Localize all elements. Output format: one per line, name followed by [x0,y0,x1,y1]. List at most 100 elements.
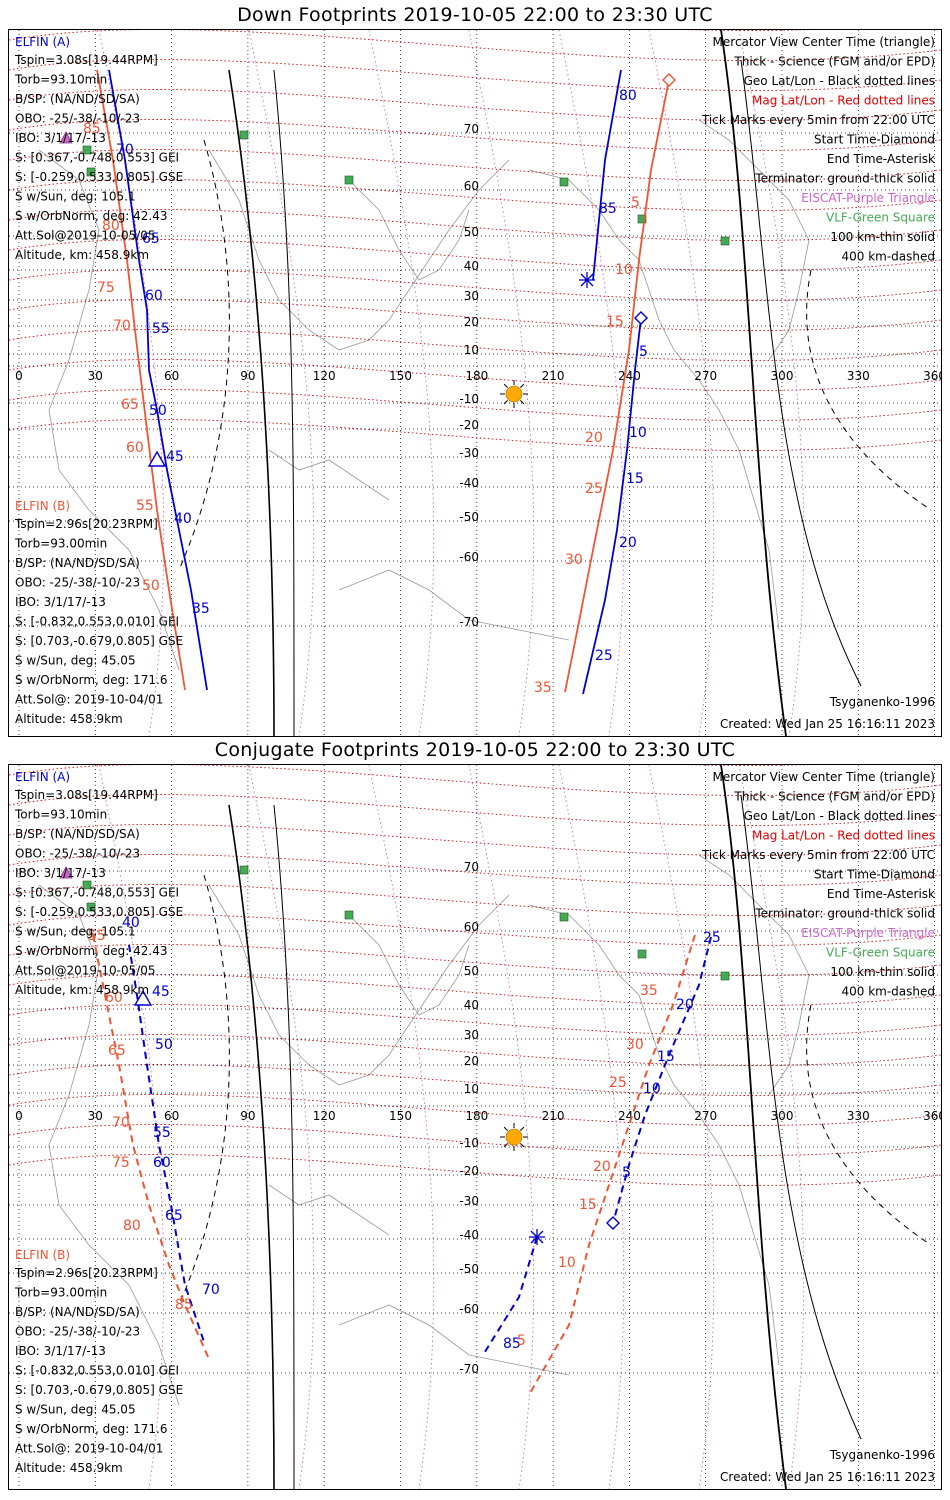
track-a-tick-label: 20 [676,997,694,1013]
lat-tick-label: 10 [464,343,479,357]
lon-tick-label: 90 [240,369,255,383]
elfin-a-info-line: B/SP: (NA/ND/SD/SA) [15,92,140,106]
coastline [38,149,180,671]
markers [59,866,620,1245]
legend-line: Mag Lat/Lon - Red dotted lines [752,94,935,108]
track-a-tick-label: 60 [145,288,163,304]
mag-lat-line [9,329,941,361]
legend-line: EISCAT-Purple Triangle [801,191,935,205]
elfin-b-info-line: IBO: 3/1/17/-13 [15,1344,106,1358]
four-hundred-km-left [178,874,230,1306]
hundred-km-right [740,59,862,687]
markers [59,73,676,467]
asterisk-stroke [580,273,594,287]
mag-lat-line [9,389,941,421]
mag-lat-line [9,1004,941,1036]
track-a-tick-label: 55 [152,321,170,337]
track-b-tick-label: 60 [126,440,144,456]
sun-ray [520,383,525,388]
mag-lat-line [9,914,941,946]
lon-tick-label: 270 [694,1109,717,1123]
elfin-a-info-line: S w/Sun, deg: 105.1 [15,925,136,939]
map-svg: 0 30 60 90 120 150 180 210 240 270 300 330 360 70 60 50… [9,765,941,1489]
lon-tick-label: 180 [465,1109,488,1123]
mag-lat-line [9,149,941,181]
track-a-tick-label: 70 [202,1282,220,1298]
lat-tick-label: -50 [459,1262,479,1276]
track-b-tick-label: 85 [83,121,101,137]
elfin-b-info-line: OBO: -25/-38/-10/-23 [15,1325,140,1339]
info-elfin-a: ELFIN (A) Tspin=3.08s[19.44RPM] Torb=93.10… [14,35,183,262]
terminator-curves [178,765,932,1489]
track-a-tick-label: 40 [174,511,192,527]
start-diamond-b [662,73,676,87]
lat-tick-label: -40 [459,476,479,490]
track-b-tick-label: 75 [112,1155,130,1171]
elfin-a-info-line: OBO: -25/-38/-10/-23 [15,112,140,126]
model-label: Tsyganenko-1996 [829,1448,935,1462]
lon-tick-label: 120 [313,1109,336,1123]
track-a-tick-label: 60 [153,1155,171,1171]
elfin-a-info-line: S: [-0.259,0.533,0.805] GSE [15,170,183,184]
elfin-a-info-line: Torb=93.10min [14,73,107,87]
elfin-a-info-line: Tspin=3.08s[19.44RPM] [14,53,158,67]
track-a-tick-label: 15 [657,1049,675,1065]
legend: Mercator View Center Time (triangle) Thic… [701,770,935,999]
end-asterisk-a [579,272,595,288]
track-a-tick-label: 5 [622,1165,631,1181]
created-label: Created: Wed Jan 25 16:16:11 2023 [720,717,935,731]
elfin-a-info-line: Altitude, km: 458.9km [15,983,149,997]
track-a-tick-label: 65 [165,1208,183,1224]
track-labels: 7065605550454035808551015202585807570656… [9,30,648,696]
sun-disc [505,385,523,403]
mag-meridians [98,30,805,736]
coastline [348,914,470,1016]
lon-tick-label: 180 [465,369,488,383]
track-a-tick-label: 55 [153,1125,171,1141]
legend-line: End Time-Asterisk [827,887,935,901]
mag-lon-line [98,765,165,1489]
lat-tick-label: -30 [459,1194,479,1208]
start-diamond-a [634,311,648,325]
track-elfin-b-west [92,934,210,1360]
elfin-b-info-line: S w/Sun, deg: 45.05 [15,1403,136,1417]
vlf-square [559,177,569,187]
track-b-tick-label: 30 [626,1037,644,1053]
tracks [96,69,670,695]
mag-lat-line [9,884,941,916]
vlf-square [637,949,647,959]
mag-lat-line [9,179,941,211]
elfin-a-info-line: S w/OrbNorm, deg: 42.43 [15,944,167,958]
track-b-tick-label: 25 [609,1075,627,1091]
track-a-tick-label: 35 [192,601,210,617]
sun-icon [500,380,528,408]
hundred-km-right [740,794,862,1440]
elfin-b-info-line: B/SP: (NA/ND/SD/SA) [15,556,140,570]
track-a-tick-label: 10 [643,1081,661,1097]
elfin-a-info-line: Torb=93.10min [14,808,107,822]
elfin-a-info-line: B/SP: (NA/ND/SD/SA) [15,827,140,841]
elfin-b-info-line: S w/OrbNorm, deg: 171.6 [15,673,167,687]
elfin-a-info-line: S w/OrbNorm, deg: 42.43 [15,209,167,223]
lon-tick-label: 150 [389,1109,412,1123]
elfin-a-info-line: IBO: 3/1/17/-13 [15,131,106,145]
sun-ray [503,400,508,405]
track-a-tick-label: 25 [595,648,613,664]
track-b-tick-label: 10 [558,1255,576,1271]
elfin-b-info-line: IBO: 3/1/17/-13 [15,595,106,609]
sun-ray [520,400,525,405]
sun-icon [500,1123,528,1151]
mag-lat-line [9,269,941,301]
legend-line: VLF-Green Square [826,946,935,960]
elfin-a-info-line: S: [0.367,-0.748,0.553] GEI [15,886,179,900]
coastline [528,904,780,1366]
lat-tick-label: -40 [459,1228,479,1242]
lon-tick-label: 60 [164,369,179,383]
center-triangle-a [147,450,167,467]
terminator-left [228,804,275,1489]
track-elfin-b-east [528,934,696,1396]
track-b-tick-label: 60 [105,990,123,1006]
coastline [528,169,780,631]
elfin-a-info-line: IBO: 3/1/17/-13 [15,866,106,880]
track-labels: 4045505560657085252015105556065707580853… [88,915,721,1352]
